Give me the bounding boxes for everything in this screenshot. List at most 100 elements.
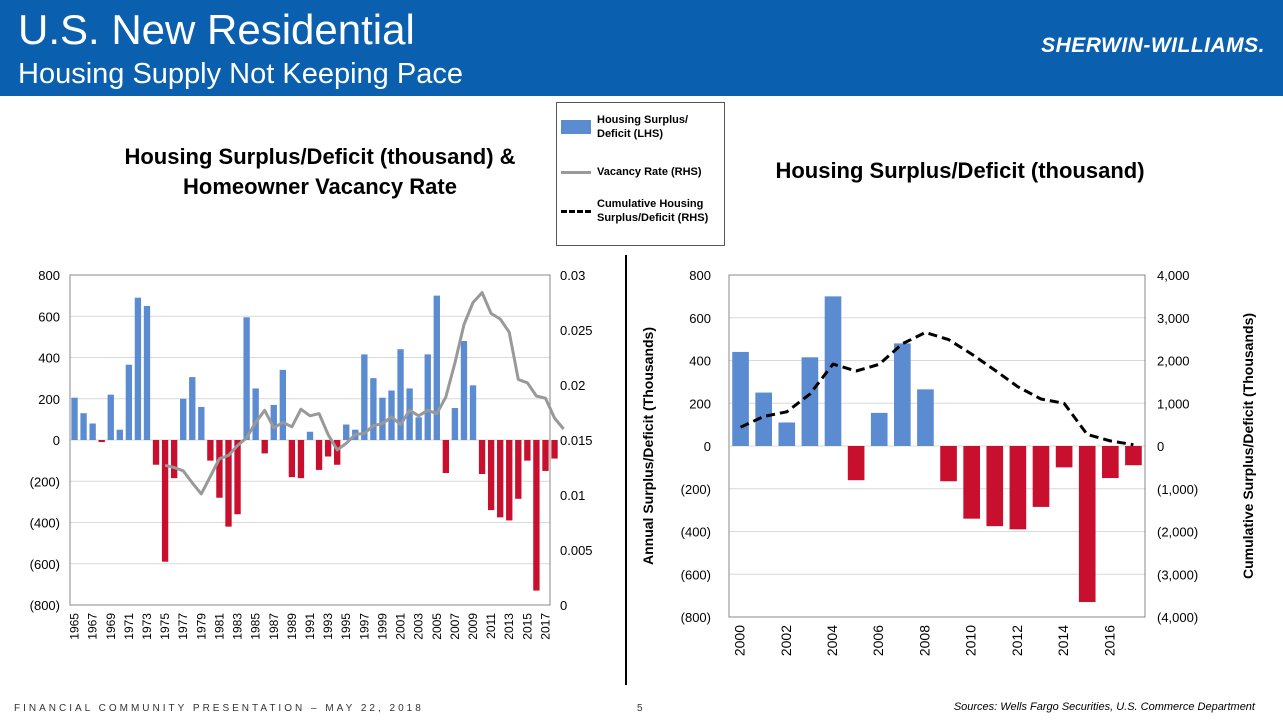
surplus-bar — [497, 440, 504, 518]
left-chart-title: Housing Surplus/Deficit (thousand) & Hom… — [124, 144, 516, 199]
surplus-bar — [270, 404, 277, 440]
legend-item-vacancy: Vacancy Rate (RHS) — [561, 165, 715, 179]
legend-label: Cumulative Housing Surplus/Deficit (RHS) — [597, 198, 709, 224]
left-axis-tick-label: (200) — [681, 482, 711, 497]
left-axis-tick-label: 800 — [38, 268, 60, 283]
x-axis-tick-label: 2014 — [1055, 625, 1071, 656]
right-axis-tick-label: (4,000) — [1157, 610, 1198, 625]
right-axis-tick-label: (3,000) — [1157, 567, 1198, 582]
right-axis-title: Cumulative Surplus/Deficit (Thousands) — [1240, 313, 1256, 579]
surplus-bar — [1032, 446, 1050, 507]
right-axis-tick-label: 2,000 — [1157, 354, 1190, 369]
right-axis-tick-label: (2,000) — [1157, 525, 1198, 540]
surplus-bar — [370, 378, 377, 440]
surplus-bar — [198, 407, 205, 440]
x-axis-tick-label: 2005 — [430, 613, 444, 640]
x-axis-tick-label: 1995 — [339, 613, 353, 640]
surplus-bar — [1009, 446, 1027, 530]
surplus-bar — [847, 446, 865, 481]
surplus-bar — [180, 398, 187, 440]
cumulative-line — [739, 331, 1134, 447]
surplus-bar — [433, 295, 440, 440]
surplus-bar — [917, 389, 934, 446]
surplus-bar — [334, 440, 341, 465]
x-axis-tick-label: 1973 — [140, 613, 154, 640]
surplus-bar — [487, 440, 495, 511]
left-axis-tick-label: (600) — [30, 557, 60, 572]
surplus-bar — [424, 354, 431, 440]
surplus-bar — [361, 354, 368, 440]
left-axis-title: Annual Surplus/Deficit (Thousands) — [640, 327, 656, 565]
surplus-bar — [406, 388, 413, 440]
surplus-bar — [478, 440, 486, 475]
x-axis-tick-label: 1981 — [212, 613, 226, 640]
x-axis-tick-label: 2016 — [1101, 625, 1117, 656]
surplus-bar — [116, 429, 123, 440]
page-number: 5 — [637, 703, 643, 714]
x-axis-tick-label: 1999 — [375, 613, 389, 640]
x-axis-tick-label: 1987 — [267, 613, 281, 640]
surplus-bar — [894, 343, 911, 446]
vacancy-rate-line — [164, 291, 565, 496]
right-axis-tick-label: 0.03 — [560, 268, 585, 283]
surplus-bar — [778, 422, 796, 446]
x-axis-tick-label: 2006 — [870, 625, 886, 656]
x-axis-tick-label: 1985 — [249, 613, 263, 640]
left-chart: 800 600 400 200 0 (200) (400) (600) (800) 0.03 0.0… — [30, 268, 593, 640]
plot-frame — [728, 274, 1146, 618]
x-axis-tick-label: 2013 — [502, 613, 516, 640]
surplus-bar — [801, 357, 819, 446]
footer-presentation: FINANCIAL COMMUNITY PRESENTATION – MAY 2… — [14, 703, 424, 714]
surplus-bar — [1055, 446, 1073, 468]
surplus-bar — [152, 440, 160, 465]
x-axis-tick-label: 1983 — [231, 613, 245, 640]
surplus-bar — [986, 446, 1004, 527]
surplus-bar — [80, 413, 87, 440]
x-axis-tick-label: 2007 — [448, 613, 462, 640]
surplus-bar — [134, 297, 142, 440]
left-axis-tick-label: 200 — [38, 392, 60, 407]
left-axis-tick-label: 600 — [689, 311, 711, 326]
surplus-bar — [234, 440, 241, 515]
surplus-bar — [506, 440, 513, 521]
surplus-bar — [252, 388, 259, 440]
x-axis-tick-label: 2003 — [412, 613, 426, 640]
surplus-bar — [279, 369, 286, 440]
legend-item-cumulative: Cumulative Housing Surplus/Deficit (RHS) — [561, 197, 715, 225]
surplus-bar — [89, 423, 96, 440]
right-axis-tick-label: 1,000 — [1157, 396, 1190, 411]
surplus-bar — [207, 440, 214, 461]
chart-divider — [625, 255, 627, 685]
right-axis-tick-label: 0.025 — [560, 323, 593, 338]
surplus-bar — [243, 317, 250, 440]
surplus-bar — [1102, 446, 1119, 479]
surplus-bar — [415, 417, 422, 440]
x-axis-tick-label: 2017 — [538, 613, 552, 640]
surplus-bar — [870, 412, 888, 446]
surplus-bar — [524, 440, 531, 461]
x-axis-tick-label: 1993 — [321, 613, 335, 640]
right-axis-tick-label: 3,000 — [1157, 311, 1190, 326]
footer-sources: Sources: Wells Fargo Securities, U.S. Co… — [953, 701, 1255, 713]
surplus-bar — [125, 364, 133, 440]
left-axis-tick-label: 0 — [704, 439, 711, 454]
x-axis-tick-label: 1975 — [158, 613, 172, 640]
x-axis-tick-label: 2000 — [732, 625, 748, 656]
surplus-bar — [824, 296, 842, 446]
right-axis-tick-label: 0.01 — [560, 488, 585, 503]
right-chart-title: Housing Surplus/Deficit (thousand) — [775, 158, 1145, 183]
legend-label: Housing Surplus/ Deficit (LHS) — [597, 114, 689, 140]
surplus-bar — [315, 440, 323, 470]
left-axis-tick-label: (400) — [30, 516, 60, 531]
surplus-bar — [963, 446, 980, 519]
x-axis-tick-label: 2011 — [484, 613, 498, 639]
surplus-bar — [1078, 446, 1096, 603]
surplus-bar — [297, 440, 305, 479]
left-axis-tick-label: (600) — [681, 567, 711, 582]
right-axis-tick-label: (1,000) — [1157, 482, 1198, 497]
surplus-bar — [225, 440, 232, 527]
header-banner: U.S. New Residential Housing Supply Not … — [0, 0, 1283, 96]
x-axis-tick-label: 1969 — [104, 613, 118, 640]
x-axis-tick-label: 2008 — [916, 625, 932, 656]
x-axis-tick-label: 2001 — [394, 613, 408, 640]
